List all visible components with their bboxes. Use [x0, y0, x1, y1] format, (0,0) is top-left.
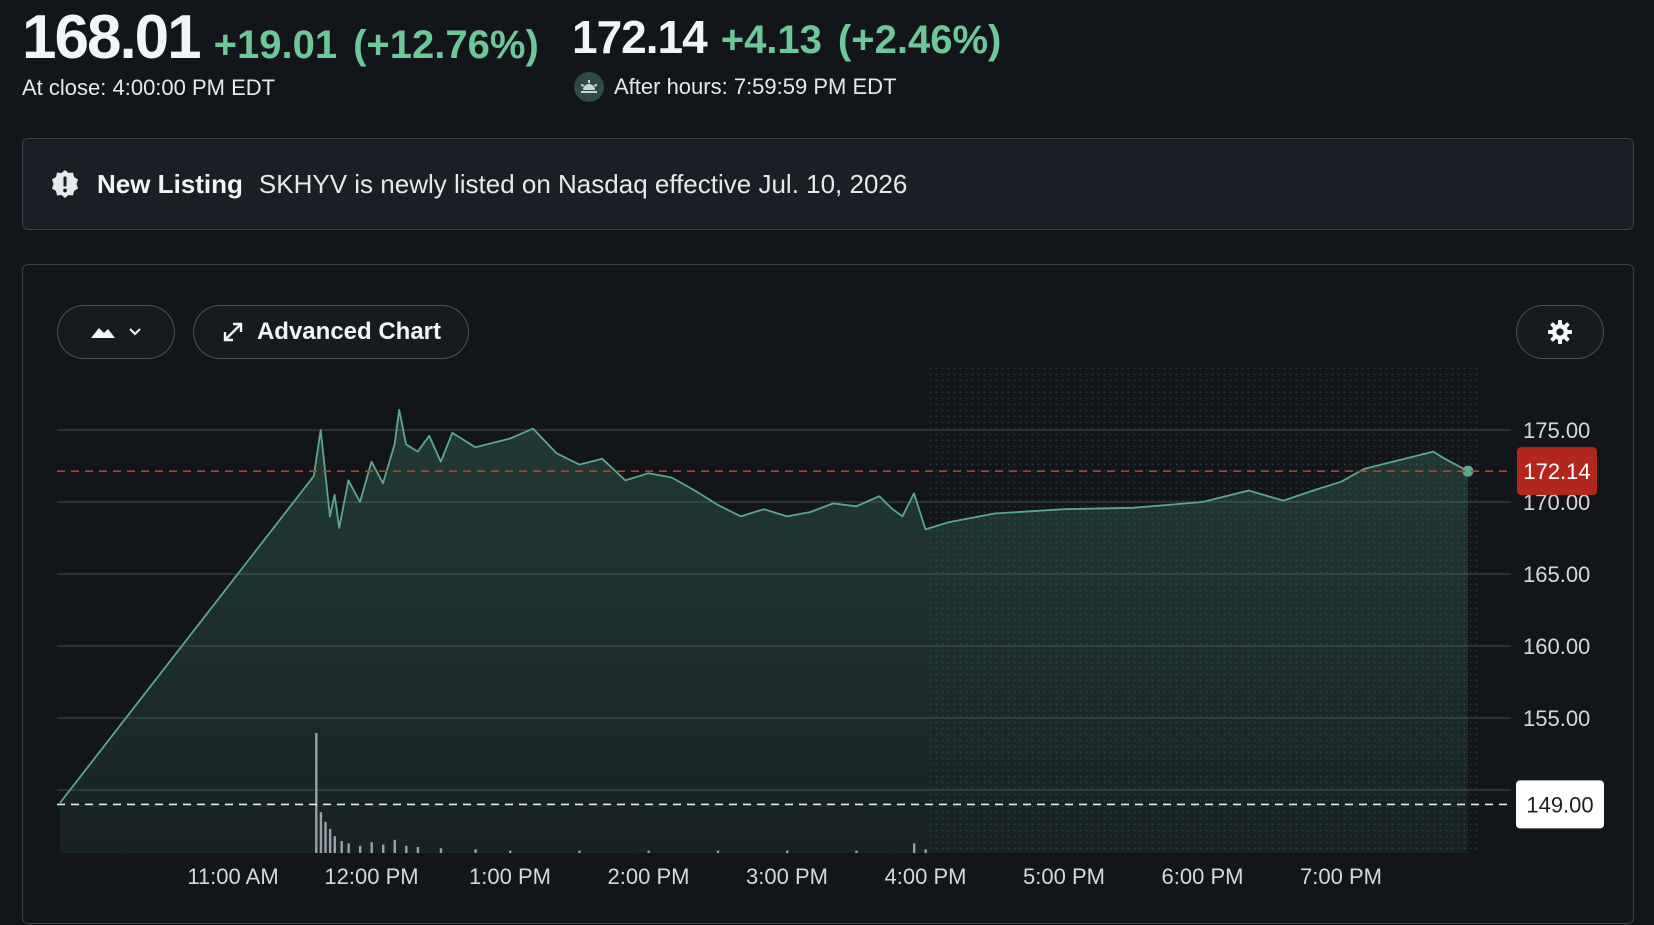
y-tick-label: 165.00 — [1523, 562, 1590, 587]
volume-bar — [924, 849, 927, 853]
volume-bar — [405, 845, 408, 853]
volume-bar — [578, 850, 581, 853]
notice-title: New Listing — [97, 168, 243, 199]
volume-bar — [370, 842, 373, 853]
volume-bar — [474, 849, 477, 853]
x-tick-label: 12:00 PM — [324, 864, 418, 889]
volume-bar — [855, 850, 858, 853]
after-hours-change: +4.13 — [720, 18, 822, 62]
volume-bar — [716, 850, 720, 853]
close-quote: 168.01 +19.01 (+12.76%) — [22, 2, 539, 73]
volume-bar — [647, 850, 650, 853]
volume-bar — [358, 845, 362, 853]
close-price: 168.01 — [22, 3, 202, 72]
close-time: At close: 4:00:00 PM EDT — [22, 75, 276, 100]
x-tick-label: 1:00 PM — [469, 864, 551, 889]
volume-bar — [319, 812, 323, 853]
x-tick-label: 6:00 PM — [1162, 864, 1244, 889]
volume-bar — [328, 829, 332, 853]
price-chart[interactable]: 175.00170.00165.00160.00155.00150.00172.… — [23, 265, 1635, 925]
volume-bar — [382, 844, 385, 853]
alert-badge-icon — [52, 170, 78, 198]
volume-bar — [324, 821, 327, 853]
x-tick-label: 7:00 PM — [1300, 864, 1382, 889]
x-tick-label: 2:00 PM — [608, 864, 690, 889]
volume-bar — [416, 847, 420, 853]
x-tick-label: 5:00 PM — [1023, 864, 1105, 889]
volume-bar — [786, 850, 789, 853]
x-tick-label: 11:00 AM — [187, 864, 278, 889]
chart-type-button[interactable] — [57, 305, 175, 359]
close-change-percent: (+12.76%) — [353, 23, 539, 67]
price-area — [59, 409, 1468, 853]
volume-bar — [912, 843, 916, 853]
volume-bar — [439, 848, 443, 853]
y-tick-label: 175.00 — [1523, 418, 1590, 443]
advanced-chart-label: Advanced Chart — [256, 318, 442, 345]
y-tick-label: 155.00 — [1523, 706, 1590, 731]
sunset-icon — [574, 72, 604, 102]
last-price-dot — [1462, 465, 1474, 477]
previous-close-label: 149.00 — [1526, 792, 1593, 817]
after-hours-time-row: After hours: 7:59:59 PM EDT — [574, 72, 896, 102]
volume-bar — [347, 843, 350, 853]
chevron-down-icon — [129, 328, 141, 336]
notice-text: SKHYV is newly listed on Nasdaq effectiv… — [258, 168, 908, 199]
price-line — [59, 408, 1469, 804]
volume-bar — [393, 839, 396, 853]
x-tick-label: 4:00 PM — [885, 864, 967, 889]
chart-settings-button[interactable] — [1516, 305, 1604, 359]
x-tick-label: 3:00 PM — [746, 864, 828, 889]
y-tick-label: 160.00 — [1523, 634, 1590, 659]
close-change: +19.01 — [213, 23, 338, 67]
volume-bar — [333, 836, 336, 853]
mountain-chart-icon — [91, 328, 115, 338]
volume-bar — [315, 733, 318, 853]
current-price-label: 172.14 — [1523, 459, 1590, 484]
previous-close-badge — [1516, 780, 1604, 829]
volume-bar — [340, 841, 343, 853]
chart-card: 175.00170.00165.00160.00155.00150.00172.… — [22, 264, 1634, 924]
gear-icon — [1548, 320, 1572, 344]
after-hours-change-percent: (+2.46%) — [837, 18, 1002, 62]
after-hours-time: After hours: 7:59:59 PM EDT — [614, 74, 897, 99]
current-price-badge — [1517, 447, 1597, 496]
new-listing-banner: New Listing SKHYV is newly listed on Nas… — [22, 138, 1634, 230]
expand-icon — [223, 322, 243, 342]
after-hours-quote: 172.14 +4.13 (+2.46%) — [572, 10, 1001, 64]
volume-bar — [509, 850, 512, 853]
advanced-chart-button[interactable]: Advanced Chart — [193, 305, 469, 359]
after-hours-price: 172.14 — [572, 11, 708, 63]
